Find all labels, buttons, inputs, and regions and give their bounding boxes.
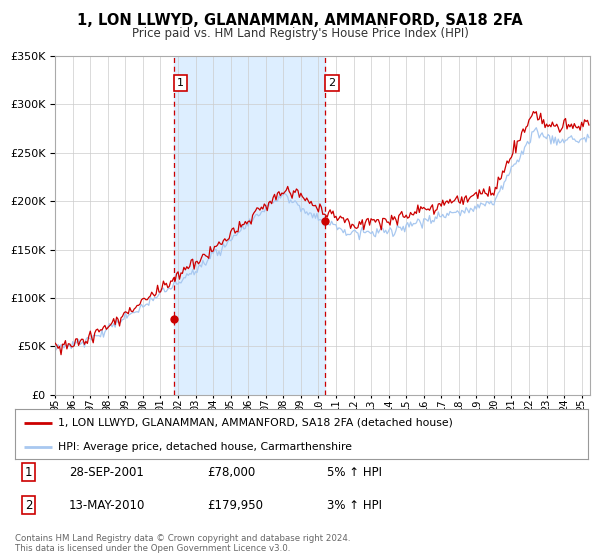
Text: HPI: Average price, detached house, Carmarthenshire: HPI: Average price, detached house, Carm… [58,442,352,451]
Text: £78,000: £78,000 [207,465,255,479]
Text: Contains HM Land Registry data © Crown copyright and database right 2024.
This d: Contains HM Land Registry data © Crown c… [15,534,350,553]
Text: 28-SEP-2001: 28-SEP-2001 [69,465,144,479]
Text: 13-MAY-2010: 13-MAY-2010 [69,498,145,512]
Text: 2: 2 [25,498,32,512]
Text: 1: 1 [177,78,184,88]
Text: 3% ↑ HPI: 3% ↑ HPI [327,498,382,512]
Text: 1: 1 [25,465,32,479]
Bar [173,56,325,395]
Text: 2: 2 [328,78,335,88]
Text: 1, LON LLWYD, GLANAMMAN, AMMANFORD, SA18 2FA: 1, LON LLWYD, GLANAMMAN, AMMANFORD, SA18… [77,13,523,28]
Text: 5% ↑ HPI: 5% ↑ HPI [327,465,382,479]
Text: 1, LON LLWYD, GLANAMMAN, AMMANFORD, SA18 2FA (detached house): 1, LON LLWYD, GLANAMMAN, AMMANFORD, SA18… [58,418,453,428]
Text: Price paid vs. HM Land Registry's House Price Index (HPI): Price paid vs. HM Land Registry's House … [131,27,469,40]
Text: £179,950: £179,950 [207,498,263,512]
